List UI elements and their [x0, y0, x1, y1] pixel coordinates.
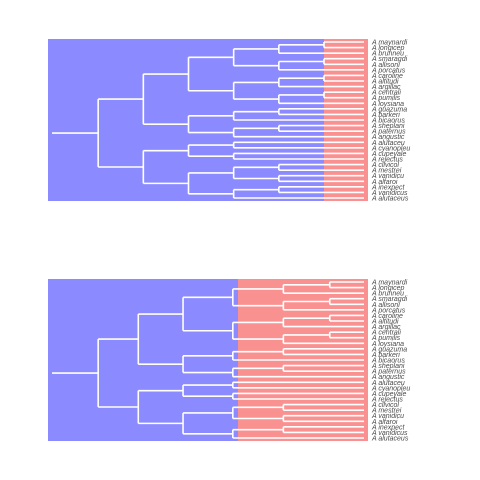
tip-label: A cyanopleu: [371, 385, 410, 392]
tip-label: A bicaorus: [371, 358, 405, 365]
tip-label: A inexpect: [371, 184, 405, 191]
tip-label: A maynardi: [371, 280, 408, 287]
tip-label: A bicaorus: [371, 118, 405, 125]
tip-label: A cupeyale: [371, 151, 406, 158]
tree-branches: [52, 281, 364, 439]
tip-label: A paternus: [371, 369, 406, 376]
tip-label: A maynardi: [371, 40, 408, 47]
tree-branches: [52, 41, 364, 199]
tip-label: A guazuma: [371, 106, 407, 113]
tip-label: A longicep: [371, 285, 405, 292]
tip-label: A porcatus: [371, 67, 406, 74]
tip-label: A smaragdi: [371, 56, 408, 63]
tip-label: A guazuma: [371, 346, 407, 353]
tip-label: A clivicol: [371, 402, 399, 409]
tip-label: A barkeri: [371, 352, 400, 359]
tip-label: A angustic: [371, 374, 405, 381]
tip-label: A pumilis: [371, 335, 401, 342]
tip-label: A sheplani: [371, 363, 405, 370]
tip-label: A altitudi: [371, 319, 399, 326]
tip-label: A allisoni: [371, 302, 400, 309]
tip-label: A mestrei: [371, 408, 402, 415]
tip-label: A angustic: [371, 134, 405, 141]
tip-label: A pumilis: [371, 95, 401, 102]
tip-label: A alfaroi: [371, 179, 398, 186]
tip-label: A caroline: [371, 73, 403, 80]
tip-label: A centrali: [371, 90, 401, 97]
tip-label: A vanidicus: [371, 430, 408, 437]
tip-label: A longicep: [371, 45, 405, 52]
tip-label: A rejectus: [371, 157, 403, 164]
tip-label: A alfaroi: [371, 419, 398, 426]
tip-label: A vanidicus: [371, 190, 408, 197]
tip-label: A rejectus: [371, 397, 403, 404]
tip-label: A allisoni: [371, 62, 400, 69]
tip-label: A vanidicu: [371, 413, 404, 420]
tip-label: A alutaceus: [371, 196, 409, 203]
tip-label: A alutaceu: [371, 140, 405, 147]
tip-label: A argillac: [371, 324, 401, 331]
tip-label: A cyanopleu: [371, 145, 410, 152]
tip-label: A cupeyale: [371, 391, 406, 398]
tip-label: A smaragdi: [371, 296, 408, 303]
tip-label: A mestrei: [371, 168, 402, 175]
tip-label: A vanidicu: [371, 173, 404, 180]
tip-label: A centrali: [371, 330, 401, 337]
tip-label: A altitudi: [371, 79, 399, 86]
tip-label: A caroline: [371, 313, 403, 320]
ancestral-region: [48, 279, 238, 441]
tip-label: A paternus: [371, 129, 406, 136]
tip-label: A argillac: [371, 84, 401, 91]
tip-label: A alutaceu: [371, 380, 405, 387]
tip-label: A inexpect: [371, 424, 405, 431]
tip-label: A alutaceus: [371, 436, 409, 443]
tip-label: A brunneu: [371, 291, 404, 298]
tip-label: A clivicol: [371, 162, 399, 169]
tip-label: A sheplani: [371, 123, 405, 130]
tip-label: A barkeri: [371, 112, 400, 119]
tip-label: A loysiana: [371, 101, 404, 108]
tip-label: A loysiana: [371, 341, 404, 348]
tip-label: A brunneu: [371, 51, 404, 58]
tip-label: A porcatus: [371, 307, 406, 314]
